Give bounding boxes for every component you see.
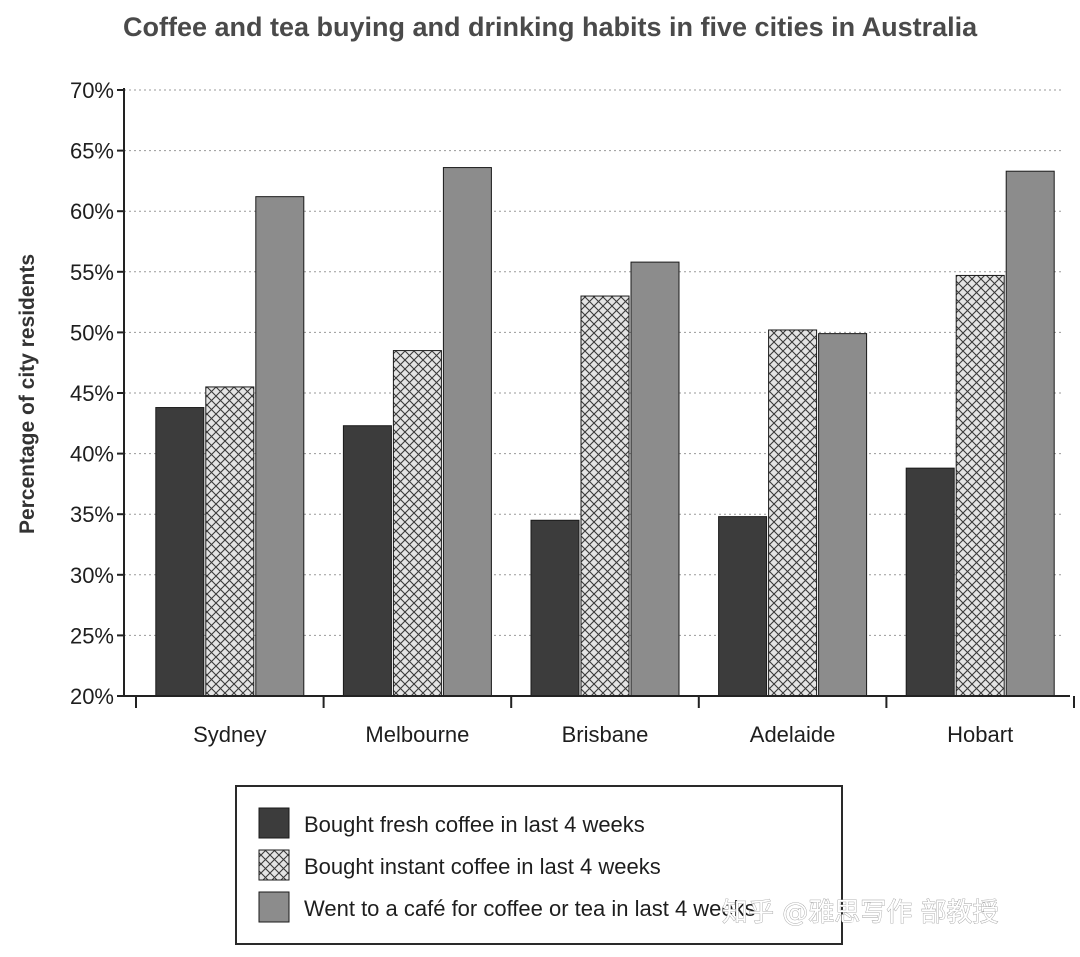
bar — [818, 333, 868, 697]
y-axis-ticks: 20% 25% 30% 35% 40% 45% 50% 55% 60% 65% 70% — [70, 78, 124, 709]
bar — [392, 350, 442, 697]
y-tick-label: 55% — [70, 260, 114, 285]
legend-swatch — [258, 849, 290, 881]
axes — [123, 88, 1075, 708]
bar — [955, 274, 1005, 697]
x-category-label: Sydney — [193, 722, 266, 747]
legend: Bought fresh coffee in last 4 weeks Bough… — [258, 807, 756, 923]
bar — [530, 519, 580, 697]
bar — [205, 386, 255, 697]
y-tick-label: 45% — [70, 381, 114, 406]
bar — [155, 407, 205, 697]
y-tick-label: 60% — [70, 199, 114, 224]
legend-box — [235, 785, 843, 945]
legend-swatch — [258, 807, 290, 839]
bar — [342, 425, 392, 697]
bar — [580, 295, 630, 697]
y-tick-label: 65% — [70, 139, 114, 164]
bar — [630, 261, 680, 697]
legend-swatch — [258, 891, 290, 923]
y-tick-label: 70% — [70, 78, 114, 103]
x-category-label: Brisbane — [562, 722, 649, 747]
chart-title: Coffee and tea buying and drinking habit… — [123, 12, 978, 42]
bars — [155, 167, 1055, 697]
bar — [442, 167, 492, 697]
legend-label: Bought fresh coffee in last 4 weeks — [304, 812, 645, 837]
bar — [768, 329, 818, 697]
y-tick-label: 40% — [70, 442, 114, 467]
bar — [255, 196, 305, 697]
y-axis-label: Percentage of city residents — [16, 254, 39, 534]
x-axis-labels: Sydney Melbourne Brisbane Adelaide Hobart — [193, 722, 1013, 747]
bar — [718, 516, 768, 697]
y-tick-label: 50% — [70, 320, 114, 345]
x-category-label: Hobart — [947, 722, 1013, 747]
bar — [1005, 170, 1055, 697]
y-tick-label: 35% — [70, 502, 114, 527]
bar — [905, 467, 955, 697]
x-category-label: Melbourne — [365, 722, 469, 747]
legend-label: Went to a café for coffee or tea in last… — [304, 896, 756, 921]
y-tick-label: 20% — [70, 684, 114, 709]
x-category-label: Adelaide — [750, 722, 836, 747]
watermark: 知乎 @雅思写作 部教授 — [722, 898, 999, 928]
y-tick-label: 30% — [70, 563, 114, 588]
y-tick-label: 25% — [70, 623, 114, 648]
legend-label: Bought instant coffee in last 4 weeks — [304, 854, 661, 879]
